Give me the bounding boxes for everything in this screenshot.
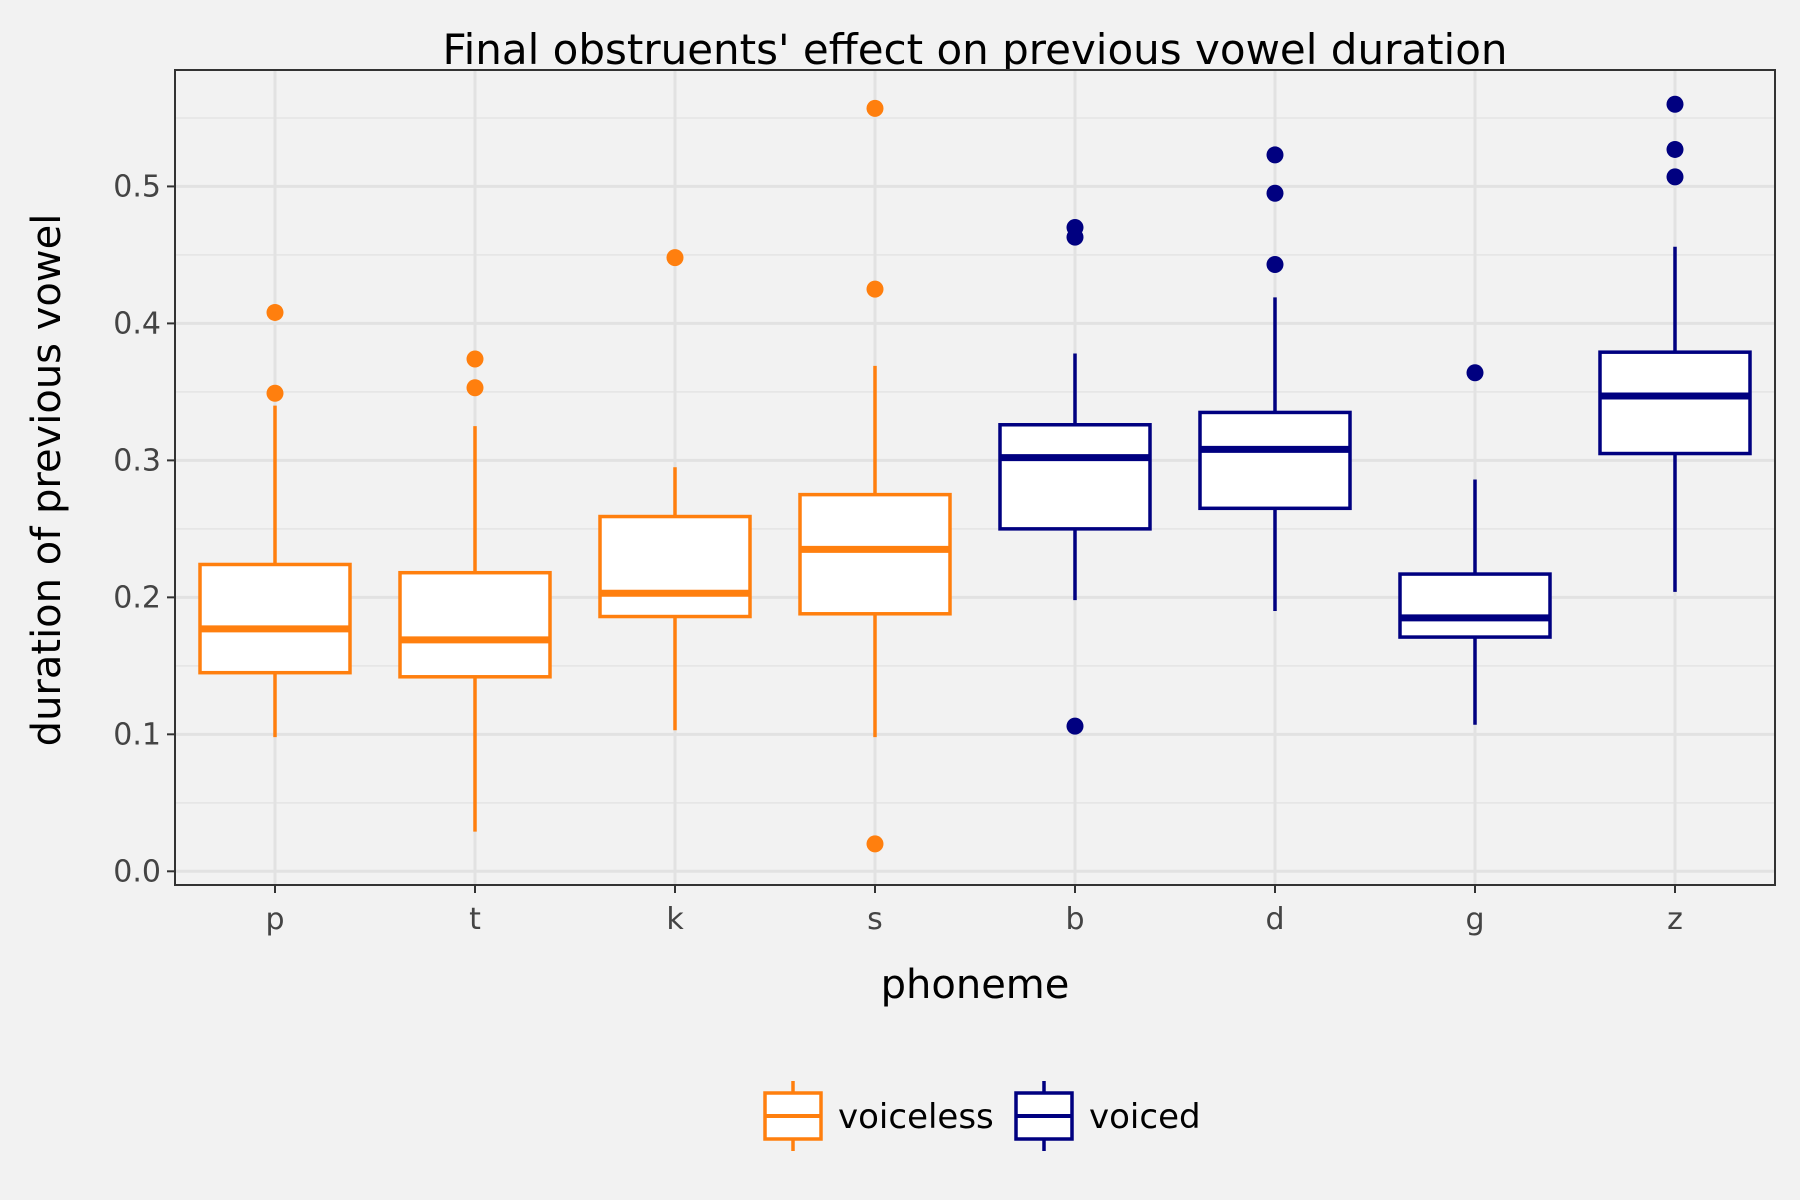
box-body [398, 570, 552, 679]
box-body [598, 514, 752, 619]
outlier-point [1266, 256, 1284, 274]
x-tick-label: z [1667, 902, 1683, 937]
x-tick-label: k [666, 902, 684, 937]
legend-item-voiced: voiced [1014, 1081, 1201, 1151]
outlier-point [1066, 228, 1084, 246]
y-tick-label: 0.2 [113, 580, 161, 615]
x-tick-label: t [469, 902, 481, 937]
legend-label: voiceless [838, 1097, 994, 1137]
box-s [798, 99, 952, 853]
x-tick-label: s [867, 902, 883, 937]
x-tick-label: d [1265, 902, 1284, 937]
outlier-point [466, 379, 484, 397]
outlier-point [866, 835, 884, 853]
box-g [1398, 364, 1552, 725]
outlier-point [266, 303, 284, 321]
x-tick-label: b [1065, 902, 1084, 937]
plot-border [174, 69, 1776, 886]
box-d [1198, 146, 1352, 612]
y-tick-label: 0.5 [113, 169, 161, 204]
y-axis-title: duration of previous vowel [24, 214, 70, 747]
box-z [1598, 95, 1752, 592]
box-body [198, 562, 352, 675]
outlier-point [1666, 168, 1684, 186]
chart-title: Final obstruents' effect on previous vow… [442, 25, 1507, 74]
legend: voiceless voiced [763, 1081, 1201, 1151]
box-body [1398, 572, 1552, 639]
plot-area: 0.0 0.1 0.2 0.3 0.4 0.5 p t k s b d g z [113, 69, 1776, 937]
outlier-point [1266, 184, 1284, 202]
x-tick-label: p [265, 902, 284, 937]
y-tick-label: 0.4 [113, 306, 161, 341]
box-k [598, 249, 752, 731]
outlier-point [266, 384, 284, 402]
y-tick-label: 0.1 [113, 717, 161, 752]
outlier-point [466, 350, 484, 368]
box-body [1598, 350, 1752, 456]
outlier-point [1266, 146, 1284, 164]
outlier-point [1666, 140, 1684, 158]
outlier-point [1466, 364, 1484, 382]
legend-label: voiced [1089, 1097, 1201, 1137]
outlier-point [866, 99, 884, 117]
legend-item-voiceless: voiceless [763, 1081, 994, 1151]
box-body [798, 492, 952, 616]
x-tick-label: g [1465, 902, 1484, 937]
outlier-point [1066, 717, 1084, 735]
outlier-point [666, 249, 684, 267]
box-body [1198, 410, 1352, 511]
box-body [998, 423, 1152, 531]
box-b [998, 219, 1152, 735]
y-tick-label: 0.0 [113, 854, 161, 889]
x-axis-title: phoneme [881, 962, 1070, 1008]
box-p [198, 303, 352, 738]
outlier-point [1666, 95, 1684, 113]
y-tick-label: 0.3 [113, 443, 161, 478]
box-t [398, 350, 552, 832]
plot-panel [175, 70, 1775, 885]
outlier-point [866, 280, 884, 298]
